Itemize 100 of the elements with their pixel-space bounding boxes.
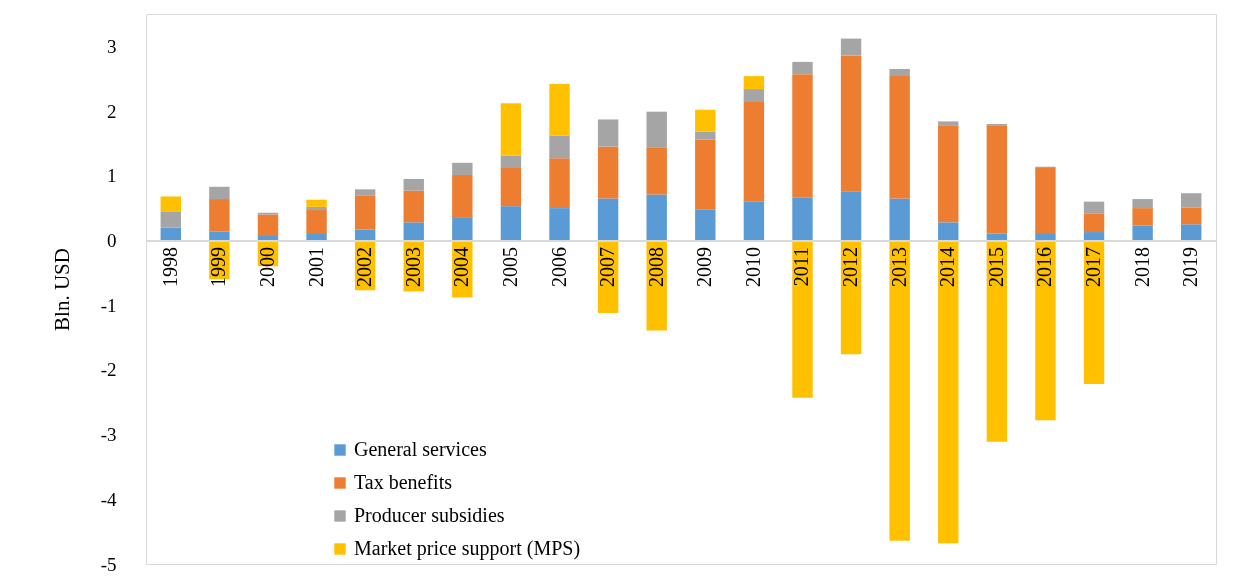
- bar: [938, 125, 959, 223]
- bar: [209, 186, 230, 200]
- y-tick-label: -4: [100, 488, 117, 510]
- bar: [452, 175, 473, 218]
- x-tick-label: 2007: [596, 246, 619, 287]
- legend-label: Tax benefits: [354, 471, 453, 493]
- bar: [403, 222, 424, 241]
- bar: [306, 199, 327, 207]
- bar: [549, 208, 570, 241]
- bar: [646, 147, 667, 195]
- bar: [1083, 213, 1105, 233]
- bar: [792, 74, 813, 198]
- y-axis-title: Bln. USD: [49, 248, 74, 331]
- bar: [500, 206, 522, 241]
- bar: [1035, 240, 1056, 421]
- bar: [1181, 207, 1202, 225]
- bar: [889, 240, 910, 541]
- bar: [743, 201, 765, 241]
- x-tick-label: 2005: [498, 246, 521, 287]
- bar: [889, 76, 910, 199]
- x-tick-label: 2002: [353, 246, 376, 287]
- bar: [986, 240, 1008, 442]
- bar: [306, 234, 327, 241]
- bar: [500, 168, 522, 207]
- bar: [597, 146, 619, 199]
- bar: [792, 61, 813, 75]
- y-tick-label: 1: [107, 165, 117, 187]
- bar: [549, 135, 570, 159]
- x-tick-label: 2018: [1130, 246, 1153, 287]
- bar: [1083, 201, 1105, 214]
- bar: [160, 211, 181, 228]
- bar: [743, 89, 765, 102]
- bar: [938, 240, 959, 544]
- bar: [695, 109, 716, 132]
- bar: [986, 233, 1008, 241]
- x-tick-label: 2012: [839, 246, 862, 287]
- y-tick-label: -3: [100, 424, 117, 446]
- bar: [1132, 208, 1153, 226]
- bar: [792, 240, 813, 398]
- x-tick-label: 2019: [1179, 246, 1202, 287]
- x-tick-label: 2004: [450, 246, 473, 287]
- bar: [500, 103, 522, 156]
- y-tick-label: -5: [100, 553, 117, 575]
- x-tick-label: 1998: [158, 246, 181, 287]
- bar: [1035, 234, 1056, 241]
- x-tick-label: 2001: [304, 246, 327, 287]
- x-tick-label: 2015: [984, 246, 1007, 287]
- bar: [840, 38, 862, 56]
- bar: [160, 196, 181, 212]
- bar: [646, 194, 667, 241]
- bar: [840, 191, 862, 241]
- bar: [986, 125, 1008, 234]
- bar: [695, 131, 716, 140]
- x-tick-label: 2008: [644, 246, 667, 287]
- bar: [354, 189, 376, 196]
- bar: [1132, 225, 1153, 241]
- bar: [209, 231, 230, 241]
- bar: [1181, 193, 1202, 208]
- y-tick-label: 0: [107, 229, 117, 251]
- bar: [306, 210, 327, 234]
- y-tick-label: 3: [107, 35, 117, 57]
- bar: [792, 197, 813, 241]
- bar: [840, 55, 862, 192]
- bar: [500, 155, 522, 168]
- x-tick-label: 1999: [207, 246, 230, 287]
- x-tick-label: 2013: [887, 246, 910, 287]
- bar: [889, 69, 910, 77]
- bar: [1083, 232, 1105, 241]
- bar: [938, 222, 959, 241]
- bar: [743, 76, 765, 90]
- legend-label: General services: [354, 438, 487, 460]
- bar: [160, 227, 181, 241]
- x-tick-label: 2011: [790, 246, 813, 287]
- bar: [938, 121, 959, 126]
- legend-label: Market price support (MPS): [354, 537, 581, 560]
- x-tick-label: 2006: [547, 246, 570, 287]
- bar: [1035, 168, 1056, 234]
- bar: [354, 195, 376, 230]
- x-tick-label: 2016: [1033, 246, 1056, 287]
- bar: [306, 206, 327, 211]
- bar: [1181, 224, 1202, 241]
- bar: [743, 102, 765, 202]
- x-tick-label: 2017: [1082, 246, 1105, 287]
- x-tick-label: 2014: [936, 246, 959, 287]
- bar: [695, 209, 716, 241]
- legend-label: Producer subsidies: [354, 504, 505, 526]
- x-tick-label: 2009: [693, 246, 716, 287]
- bar: [209, 199, 230, 232]
- x-tick-label: 2000: [255, 246, 278, 287]
- bar: [597, 119, 619, 147]
- x-tick-label: 2010: [741, 246, 764, 287]
- bar: [549, 83, 570, 136]
- bar: [1132, 199, 1153, 209]
- bar: [257, 214, 279, 236]
- x-tick-label: 2003: [401, 246, 424, 287]
- y-tick-label: 2: [107, 100, 117, 122]
- bar: [354, 229, 376, 241]
- bar: [549, 158, 570, 209]
- bar: [889, 198, 910, 241]
- bar: [403, 179, 424, 191]
